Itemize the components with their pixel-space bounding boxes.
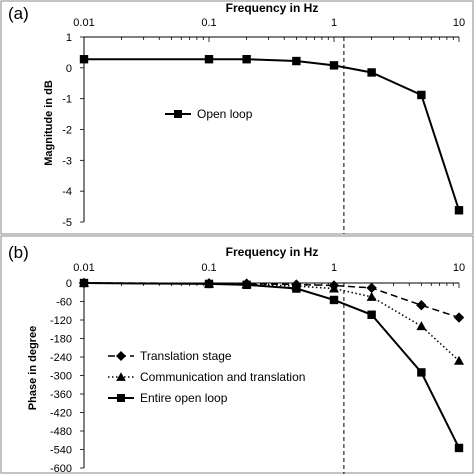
panel-b-xlabel: Frequency in Hz [226, 245, 319, 259]
panel-a-frame [0, 0, 474, 235]
data-point-square [454, 206, 464, 215]
y-tick-label: 1 [66, 32, 72, 44]
y-tick-label: -4 [62, 186, 72, 198]
data-point-triangle [329, 283, 339, 293]
x-tick-label: 1 [331, 262, 337, 274]
y-tick-label: -3 [62, 155, 72, 167]
legend-marker [116, 372, 126, 381]
panel-a-xlabel: Frequency in Hz [226, 1, 319, 15]
legend-marker [174, 110, 182, 118]
panel-b-plot: 0.01 0.1 1 10 0 -60 -120 -180 -240 -300 -360 -420 -4… [50, 262, 465, 474]
data-point-triangle [366, 291, 377, 301]
data-point-square [204, 55, 214, 64]
y-tick-label: -360 [50, 389, 72, 401]
series-line-triangle [83, 282, 460, 362]
y-tick-label: -60 [56, 297, 72, 309]
series-line-square [84, 58, 460, 211]
data-point-square [367, 68, 376, 77]
data-point-square [367, 310, 376, 319]
y-tick-label: 0 [66, 63, 72, 75]
data-point-square [79, 55, 89, 64]
series-line-diamond [83, 282, 460, 319]
data-point-square [242, 280, 251, 290]
data-point-square [329, 295, 339, 305]
legend-label: Entire open loop [140, 391, 228, 405]
y-tick-label: -480 [50, 426, 72, 438]
data-point-triangle [454, 355, 464, 365]
y-tick-label: -5 [62, 217, 72, 229]
legend-marker [116, 351, 126, 361]
data-point-diamond [416, 300, 427, 311]
x-tick-label: 1 [331, 17, 337, 29]
data-point-square [79, 278, 89, 288]
data-point-diamond [366, 282, 377, 294]
legend-label: Translation stage [140, 349, 232, 363]
data-point-square [329, 61, 339, 70]
y-tick-label: -2 [62, 125, 72, 137]
data-point-square [454, 443, 464, 453]
data-point-square [242, 55, 251, 64]
x-tick-label: 10 [453, 17, 465, 29]
data-point-square [417, 368, 426, 377]
x-tick-label: 0.01 [73, 17, 94, 29]
y-tick-label: -180 [50, 334, 72, 346]
legend-label: Communication and translation [140, 370, 305, 384]
y-tick-label: -540 [50, 445, 72, 457]
data-point-diamond [453, 312, 465, 323]
x-tick-label: 10 [453, 262, 465, 274]
data-point-square [292, 56, 301, 66]
y-tick-label: -600 [50, 463, 72, 474]
panel-b-frame [0, 235, 474, 474]
panel-b-ylabel: Phase in degree [27, 326, 39, 410]
y-tick-label: -300 [50, 371, 72, 383]
panel-a-letter: (a) [8, 4, 29, 23]
data-point-triangle [416, 321, 427, 331]
y-tick-label: -120 [50, 315, 72, 327]
data-point-square [204, 279, 214, 289]
panel-b-letter: (b) [8, 243, 29, 262]
series-line-square [83, 282, 460, 449]
y-tick-label: -420 [50, 408, 72, 420]
y-tick-label: 0 [66, 278, 72, 290]
legend-label: Open loop [197, 107, 253, 121]
legend-marker [117, 394, 125, 402]
y-tick-label: -1 [62, 94, 72, 106]
x-tick-label: 0.01 [73, 262, 94, 274]
data-point-square [417, 90, 426, 100]
data-point-square [292, 284, 301, 293]
x-tick-label: 0.1 [201, 17, 216, 29]
y-tick-label: -240 [50, 352, 72, 364]
x-tick-label: 0.1 [201, 262, 216, 274]
panel-a-ylabel: Magnitude in dB [43, 80, 55, 166]
